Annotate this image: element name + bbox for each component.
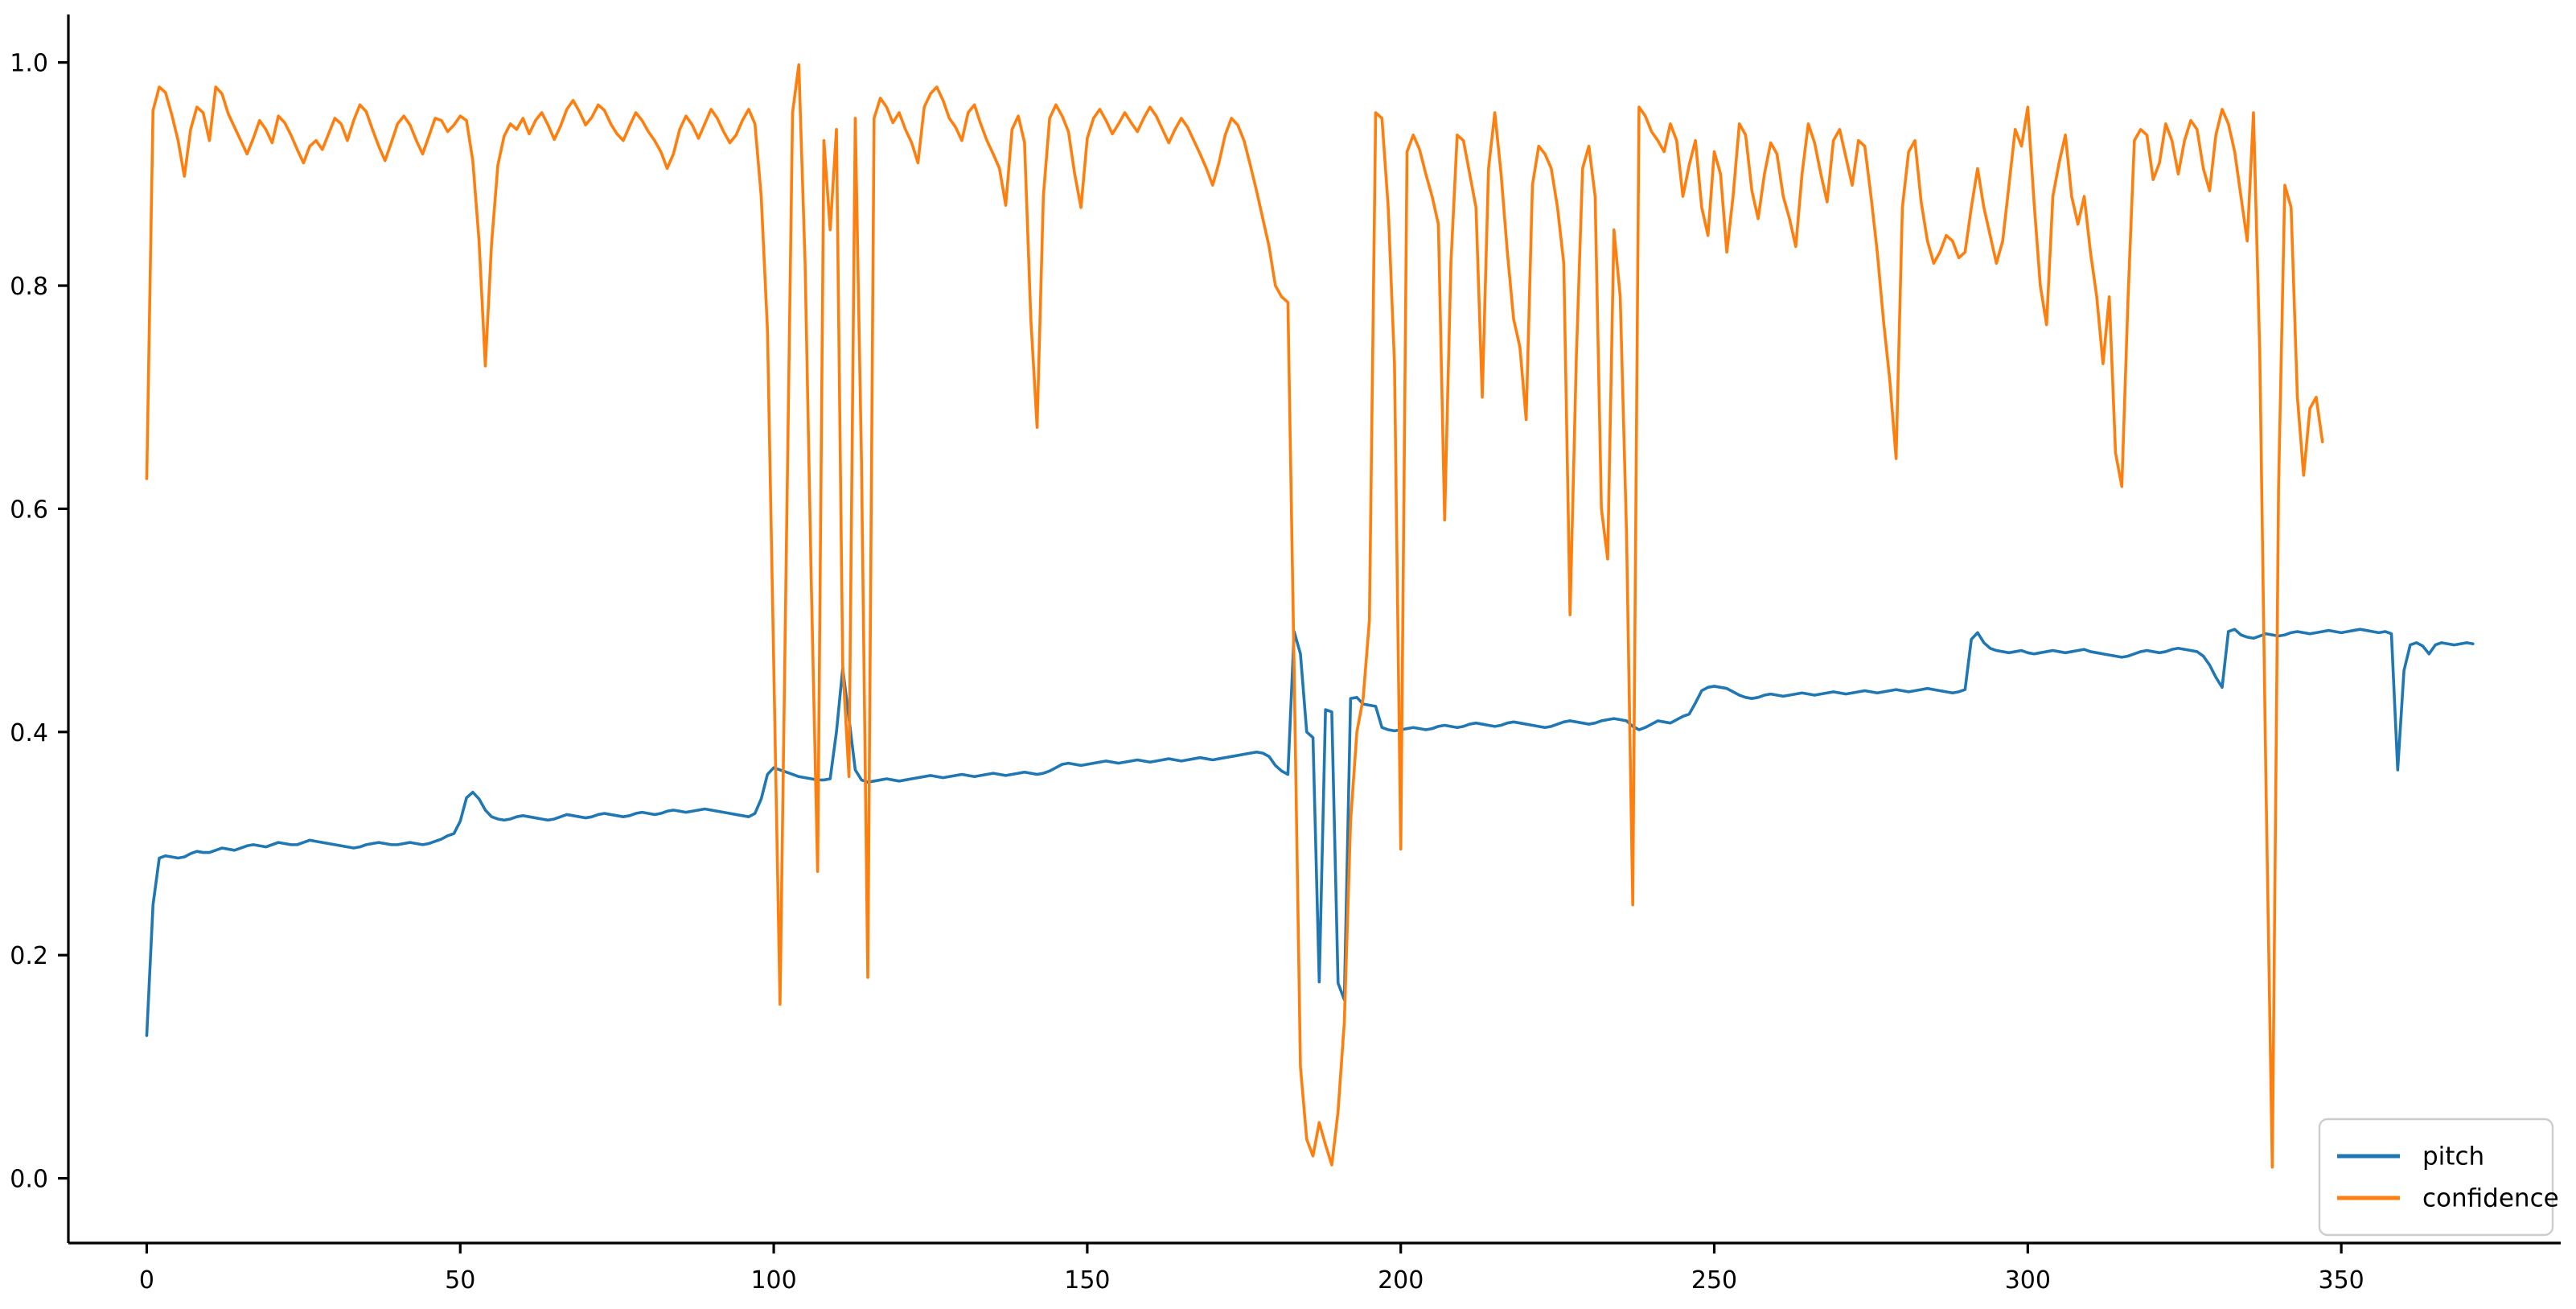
legend-label-pitch: pitch [2422, 1142, 2484, 1171]
legend[interactable]: pitch confidence [2318, 1118, 2559, 1237]
series-line-pitch [145, 628, 2475, 1037]
y-axis-ticks: 0.0 0.2 0.4 0.6 0.8 1.0 [10, 50, 68, 1194]
data-series-group [145, 63, 2475, 1169]
x-tick-label: 100 [750, 1266, 796, 1295]
y-tick-label: 1.0 [10, 50, 48, 78]
x-tick-label: 50 [445, 1266, 475, 1295]
axis-spines [67, 14, 2561, 1245]
y-tick-label: 0.2 [10, 942, 48, 970]
y-tick-label: 0.4 [10, 719, 48, 747]
x-tick-label: 350 [2318, 1266, 2364, 1295]
legend-label-confidence: confidence [2422, 1184, 2559, 1213]
x-tick-label: 150 [1064, 1266, 1110, 1295]
legend-frame[interactable] [2318, 1118, 2554, 1237]
y-tick-label: 0.8 [10, 273, 48, 301]
x-tick-label: 200 [1378, 1266, 1424, 1295]
x-tick-label: 300 [2005, 1266, 2051, 1295]
x-tick-label: 0 [139, 1266, 154, 1295]
y-tick-label: 0.6 [10, 496, 48, 524]
series-line-confidence [145, 63, 2324, 1169]
y-tick-label: 0.0 [10, 1166, 48, 1194]
x-tick-label: 250 [1691, 1266, 1737, 1295]
x-axis-ticks: 0 50 100 150 200 250 300 350 [139, 1243, 2364, 1295]
